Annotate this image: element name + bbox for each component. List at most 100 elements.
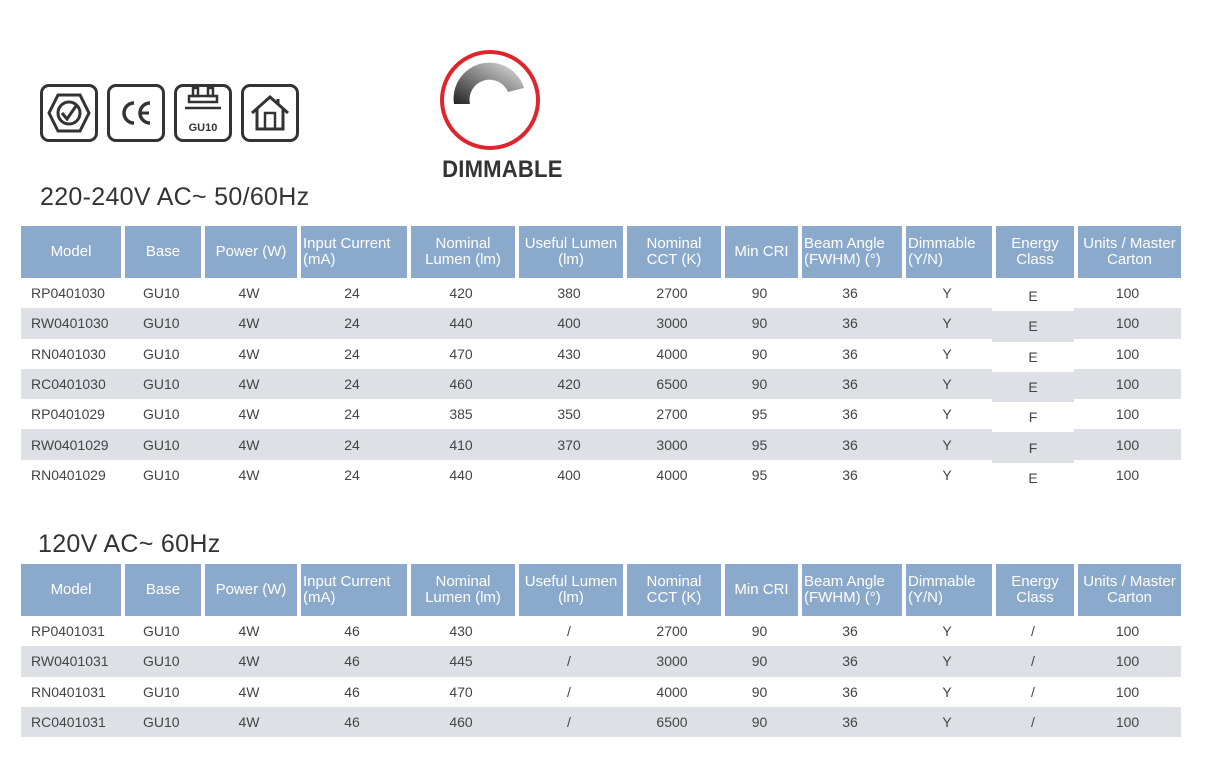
cell-useful-lumen: 370 <box>515 429 623 460</box>
cell-beam-angle: 36 <box>842 623 858 640</box>
cell-beam-angle: 36 <box>798 368 902 400</box>
cell-units-per-carton: 100 <box>1115 623 1140 640</box>
cell-power: 4W <box>201 706 297 738</box>
cell-min-cri: 90 <box>721 308 798 339</box>
table-row: RN0401030 GU10 4W 24 470 430 4000 90 36 Y E 100 <box>21 339 1181 369</box>
cell-input-current: 24 <box>297 308 407 339</box>
table-row: RP0401029 GU10 4W 24 385 350 2700 95 36 Y F 100 <box>21 399 1181 429</box>
cell-model: RC0401030 <box>21 368 121 400</box>
column-header-nominal-lumen: Nominal Lumen (lm) <box>407 564 515 616</box>
column-header-base: Base <box>121 226 201 278</box>
cell-dimmable: Y <box>942 623 952 640</box>
cell-units-per-carton: 100 <box>1115 285 1140 302</box>
cell-useful-lumen: 400 <box>515 308 623 339</box>
cell-nominal-lumen: 470 <box>449 683 473 700</box>
cell-units-per-carton: 100 <box>1074 368 1181 400</box>
cell-base: GU10 <box>143 285 180 302</box>
section-title-220v: 220-240V AC~ 50/60Hz <box>40 183 310 211</box>
cell-beam-angle: 36 <box>842 285 858 302</box>
cell-energy-class: F <box>992 432 1074 463</box>
column-header-model: Model <box>21 226 121 278</box>
cell-useful-lumen: 430 <box>557 345 581 362</box>
cell-base: GU10 <box>121 646 201 677</box>
cell-power: 4W <box>201 368 297 400</box>
column-header-min-cri: Min CRI <box>721 564 798 616</box>
cell-dimmable: Y <box>942 683 952 700</box>
rcm-mark-icon <box>40 84 98 142</box>
cell-power: 4W <box>238 285 260 302</box>
cell-nominal-lumen: 430 <box>449 623 473 640</box>
cell-power: 4W <box>238 466 260 483</box>
column-header-nominal-cct: Nominal CCT (K) <box>623 564 721 616</box>
cell-nominal-cct: 3000 <box>623 429 721 460</box>
column-header-energy-class: Energy Class <box>992 564 1074 616</box>
cell-useful-lumen: 350 <box>557 406 581 423</box>
cell-useful-lumen: / <box>567 683 571 700</box>
cell-min-cri: 90 <box>751 623 768 640</box>
cell-model: RW0401030 <box>21 308 121 339</box>
cell-model: RW0401029 <box>21 429 121 460</box>
cell-energy-class: E <box>1028 348 1038 365</box>
cell-power: 4W <box>201 429 297 460</box>
column-header-input-current: Input Current (mA) <box>297 226 407 278</box>
cell-dimmable: Y <box>902 646 992 677</box>
cell-energy-class: / <box>992 646 1074 677</box>
cell-power: 4W <box>238 406 260 423</box>
table-row: RW0401031 GU10 4W 46 445/3000 90 36 Y/100 <box>21 646 1181 677</box>
cell-model: RW0401031 <box>21 646 121 677</box>
cell-nominal-cct: 3000 <box>623 308 721 339</box>
cell-units-per-carton: 100 <box>1115 683 1140 700</box>
cell-beam-angle: 36 <box>798 646 902 677</box>
cell-input-current: 46 <box>297 646 407 677</box>
column-header-useful-lumen: Useful Lumen (lm) <box>515 564 623 616</box>
dimmable-label: DIMMABLE <box>442 156 563 183</box>
cell-input-current: 46 <box>344 683 360 700</box>
column-header-dimmable: Dimmable (Y/N) <box>902 564 992 616</box>
cell-power: 4W <box>238 345 260 362</box>
cell-energy-class: F <box>1028 409 1038 426</box>
cell-nominal-cct: 2700 <box>656 406 688 423</box>
cell-base: GU10 <box>121 308 201 339</box>
column-header-nominal-lumen: Nominal Lumen (lm) <box>407 226 515 278</box>
cell-units-per-carton: 100 <box>1115 406 1140 423</box>
cell-power: 4W <box>238 683 260 700</box>
cell-dimmable: Y <box>942 466 952 483</box>
cell-min-cri: 90 <box>751 683 768 700</box>
cell-beam-angle: 36 <box>842 345 858 362</box>
cell-model: RP0401029 <box>31 406 105 423</box>
cell-model: RC0401031 <box>21 706 121 738</box>
cell-energy-class: / <box>1031 683 1035 700</box>
table-row: RW0401029 GU10 4W 24 410 370 3000 95 36 Y F 100 <box>21 429 1181 463</box>
cell-model: RN0401030 <box>31 345 106 362</box>
cell-nominal-cct: 2700 <box>656 623 688 640</box>
cell-nominal-cct: 6500 <box>623 368 721 400</box>
cell-model: RN0401031 <box>31 683 106 700</box>
cell-min-cri: 95 <box>751 406 768 423</box>
cell-useful-lumen: 420 <box>515 368 623 400</box>
cell-beam-angle: 36 <box>842 406 858 423</box>
cell-input-current: 24 <box>344 406 360 423</box>
cell-nominal-cct: 4000 <box>656 345 688 362</box>
cell-beam-angle: 36 <box>842 466 858 483</box>
cell-input-current: 46 <box>344 623 360 640</box>
table-header-row: Model Base Power (W) Input Current (mA) Nomi… <box>21 564 1181 616</box>
cell-model: RP0401031 <box>31 623 105 640</box>
table-row: RP0401030 GU10 4W 24 420 380 2700 90 36 Y E 100 <box>21 278 1181 308</box>
cell-dimmable: Y <box>942 345 952 362</box>
ce-mark-icon <box>107 84 165 142</box>
cell-beam-angle: 36 <box>842 683 858 700</box>
cell-min-cri: 90 <box>721 706 798 738</box>
cell-min-cri: 90 <box>721 368 798 400</box>
spec-table-220v: Model Base Power (W) Input Current (mA) Nomi… <box>21 226 1181 490</box>
cell-energy-class: / <box>992 706 1074 738</box>
cell-nominal-lumen: 420 <box>449 285 473 302</box>
dimmable-icon <box>440 50 540 150</box>
cell-input-current: 24 <box>297 429 407 460</box>
gu10-base-icon: GU10 <box>174 84 232 142</box>
column-header-beam-angle: Beam Angle (FWHM) (°) <box>798 226 902 278</box>
cell-nominal-cct: 6500 <box>623 706 721 738</box>
cell-useful-lumen: 400 <box>557 466 581 483</box>
cell-nominal-lumen: 460 <box>407 368 515 400</box>
cell-nominal-lumen: 410 <box>407 429 515 460</box>
gu10-label: GU10 <box>188 122 218 134</box>
